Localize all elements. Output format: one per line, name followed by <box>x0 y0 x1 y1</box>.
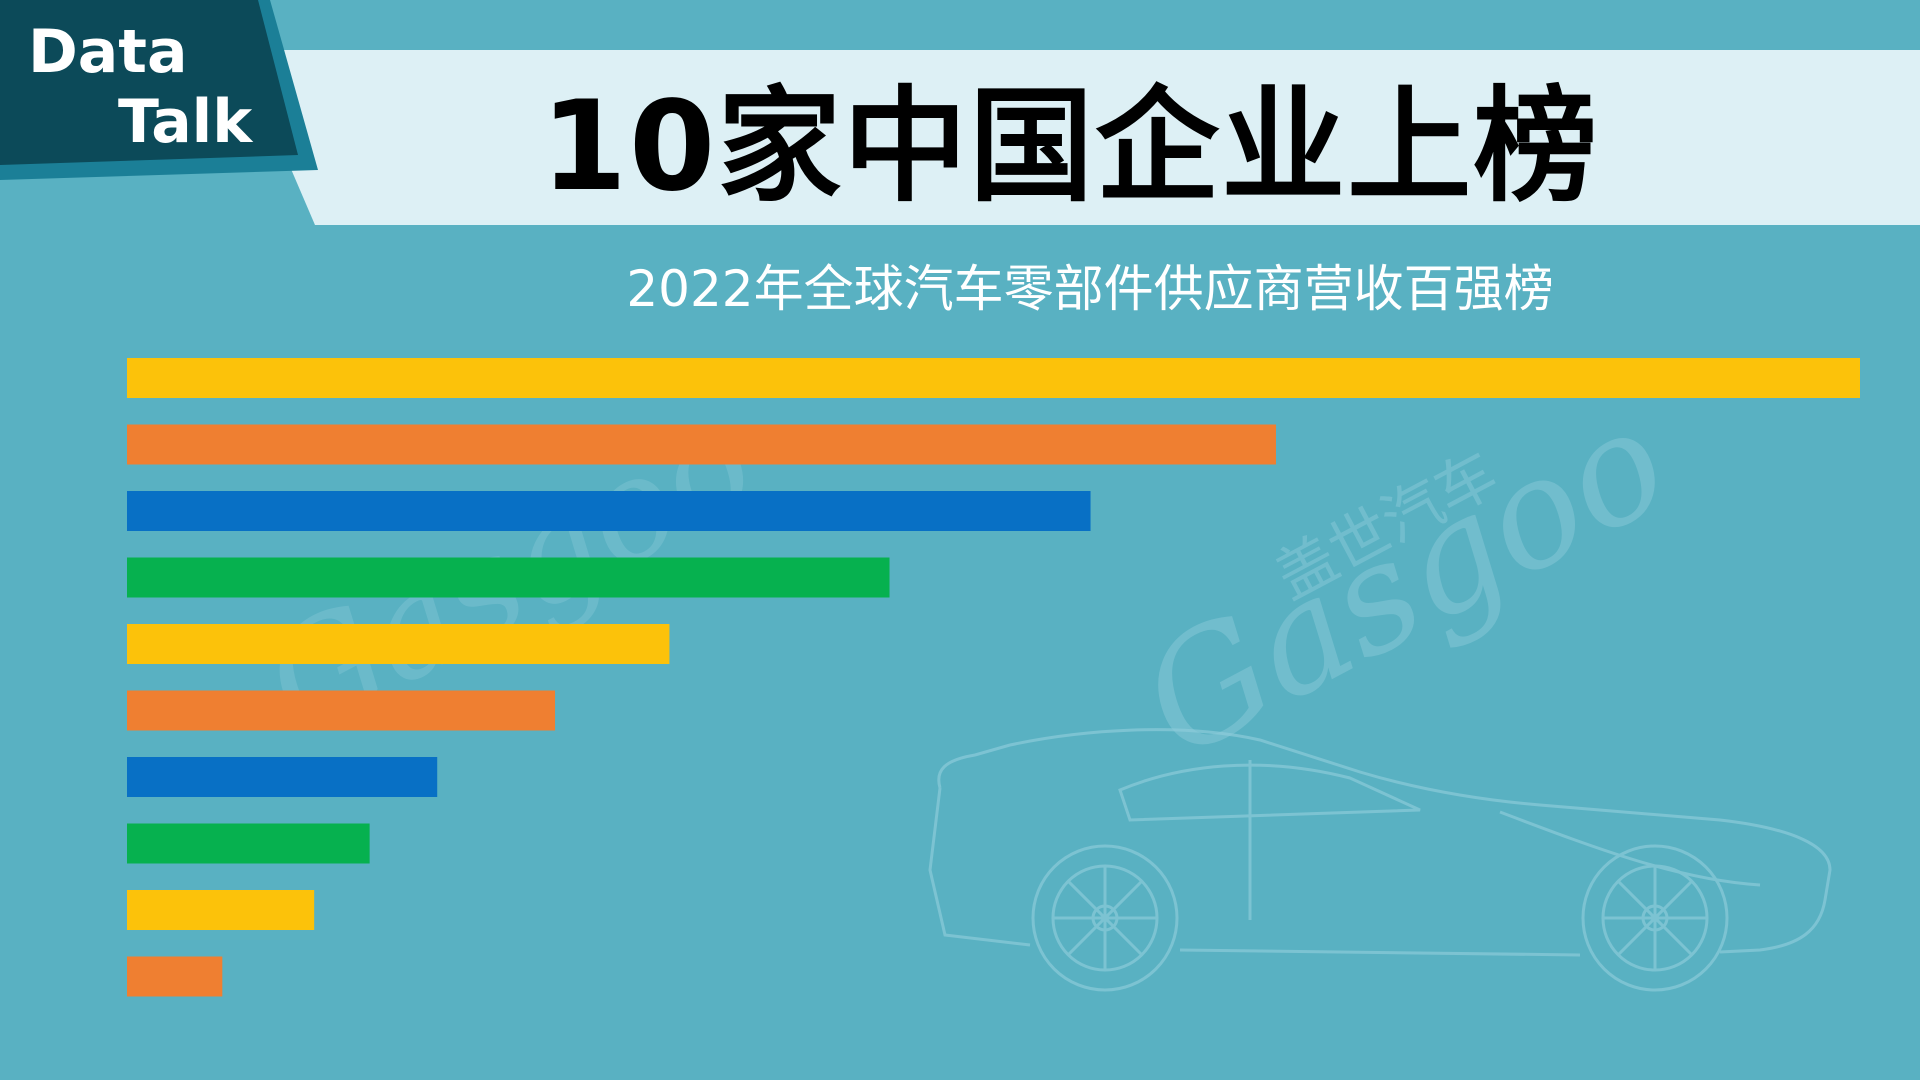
car-outline-illustration <box>928 728 1832 992</box>
bar-1 <box>127 358 1860 398</box>
bar-6 <box>127 690 556 731</box>
logo-data-text: Data <box>28 17 188 87</box>
logo-talk-text: Talk <box>118 87 253 157</box>
chart-subtitle: 2022年全球汽车零部件供应商营收百强榜 <box>626 260 1554 318</box>
bar-4 <box>127 557 890 598</box>
bar-10 <box>127 956 223 997</box>
page-title: 10家中国企业上榜 <box>540 75 1600 219</box>
bar-7 <box>127 757 438 797</box>
title-band-background <box>240 50 1920 225</box>
bar-8 <box>127 823 370 864</box>
bar-3 <box>127 491 1091 531</box>
title-band <box>0 0 1920 225</box>
bar-9 <box>127 890 315 930</box>
bar-5 <box>127 624 670 664</box>
logo-background-shape <box>0 0 298 165</box>
bar-2 <box>127 424 1276 465</box>
